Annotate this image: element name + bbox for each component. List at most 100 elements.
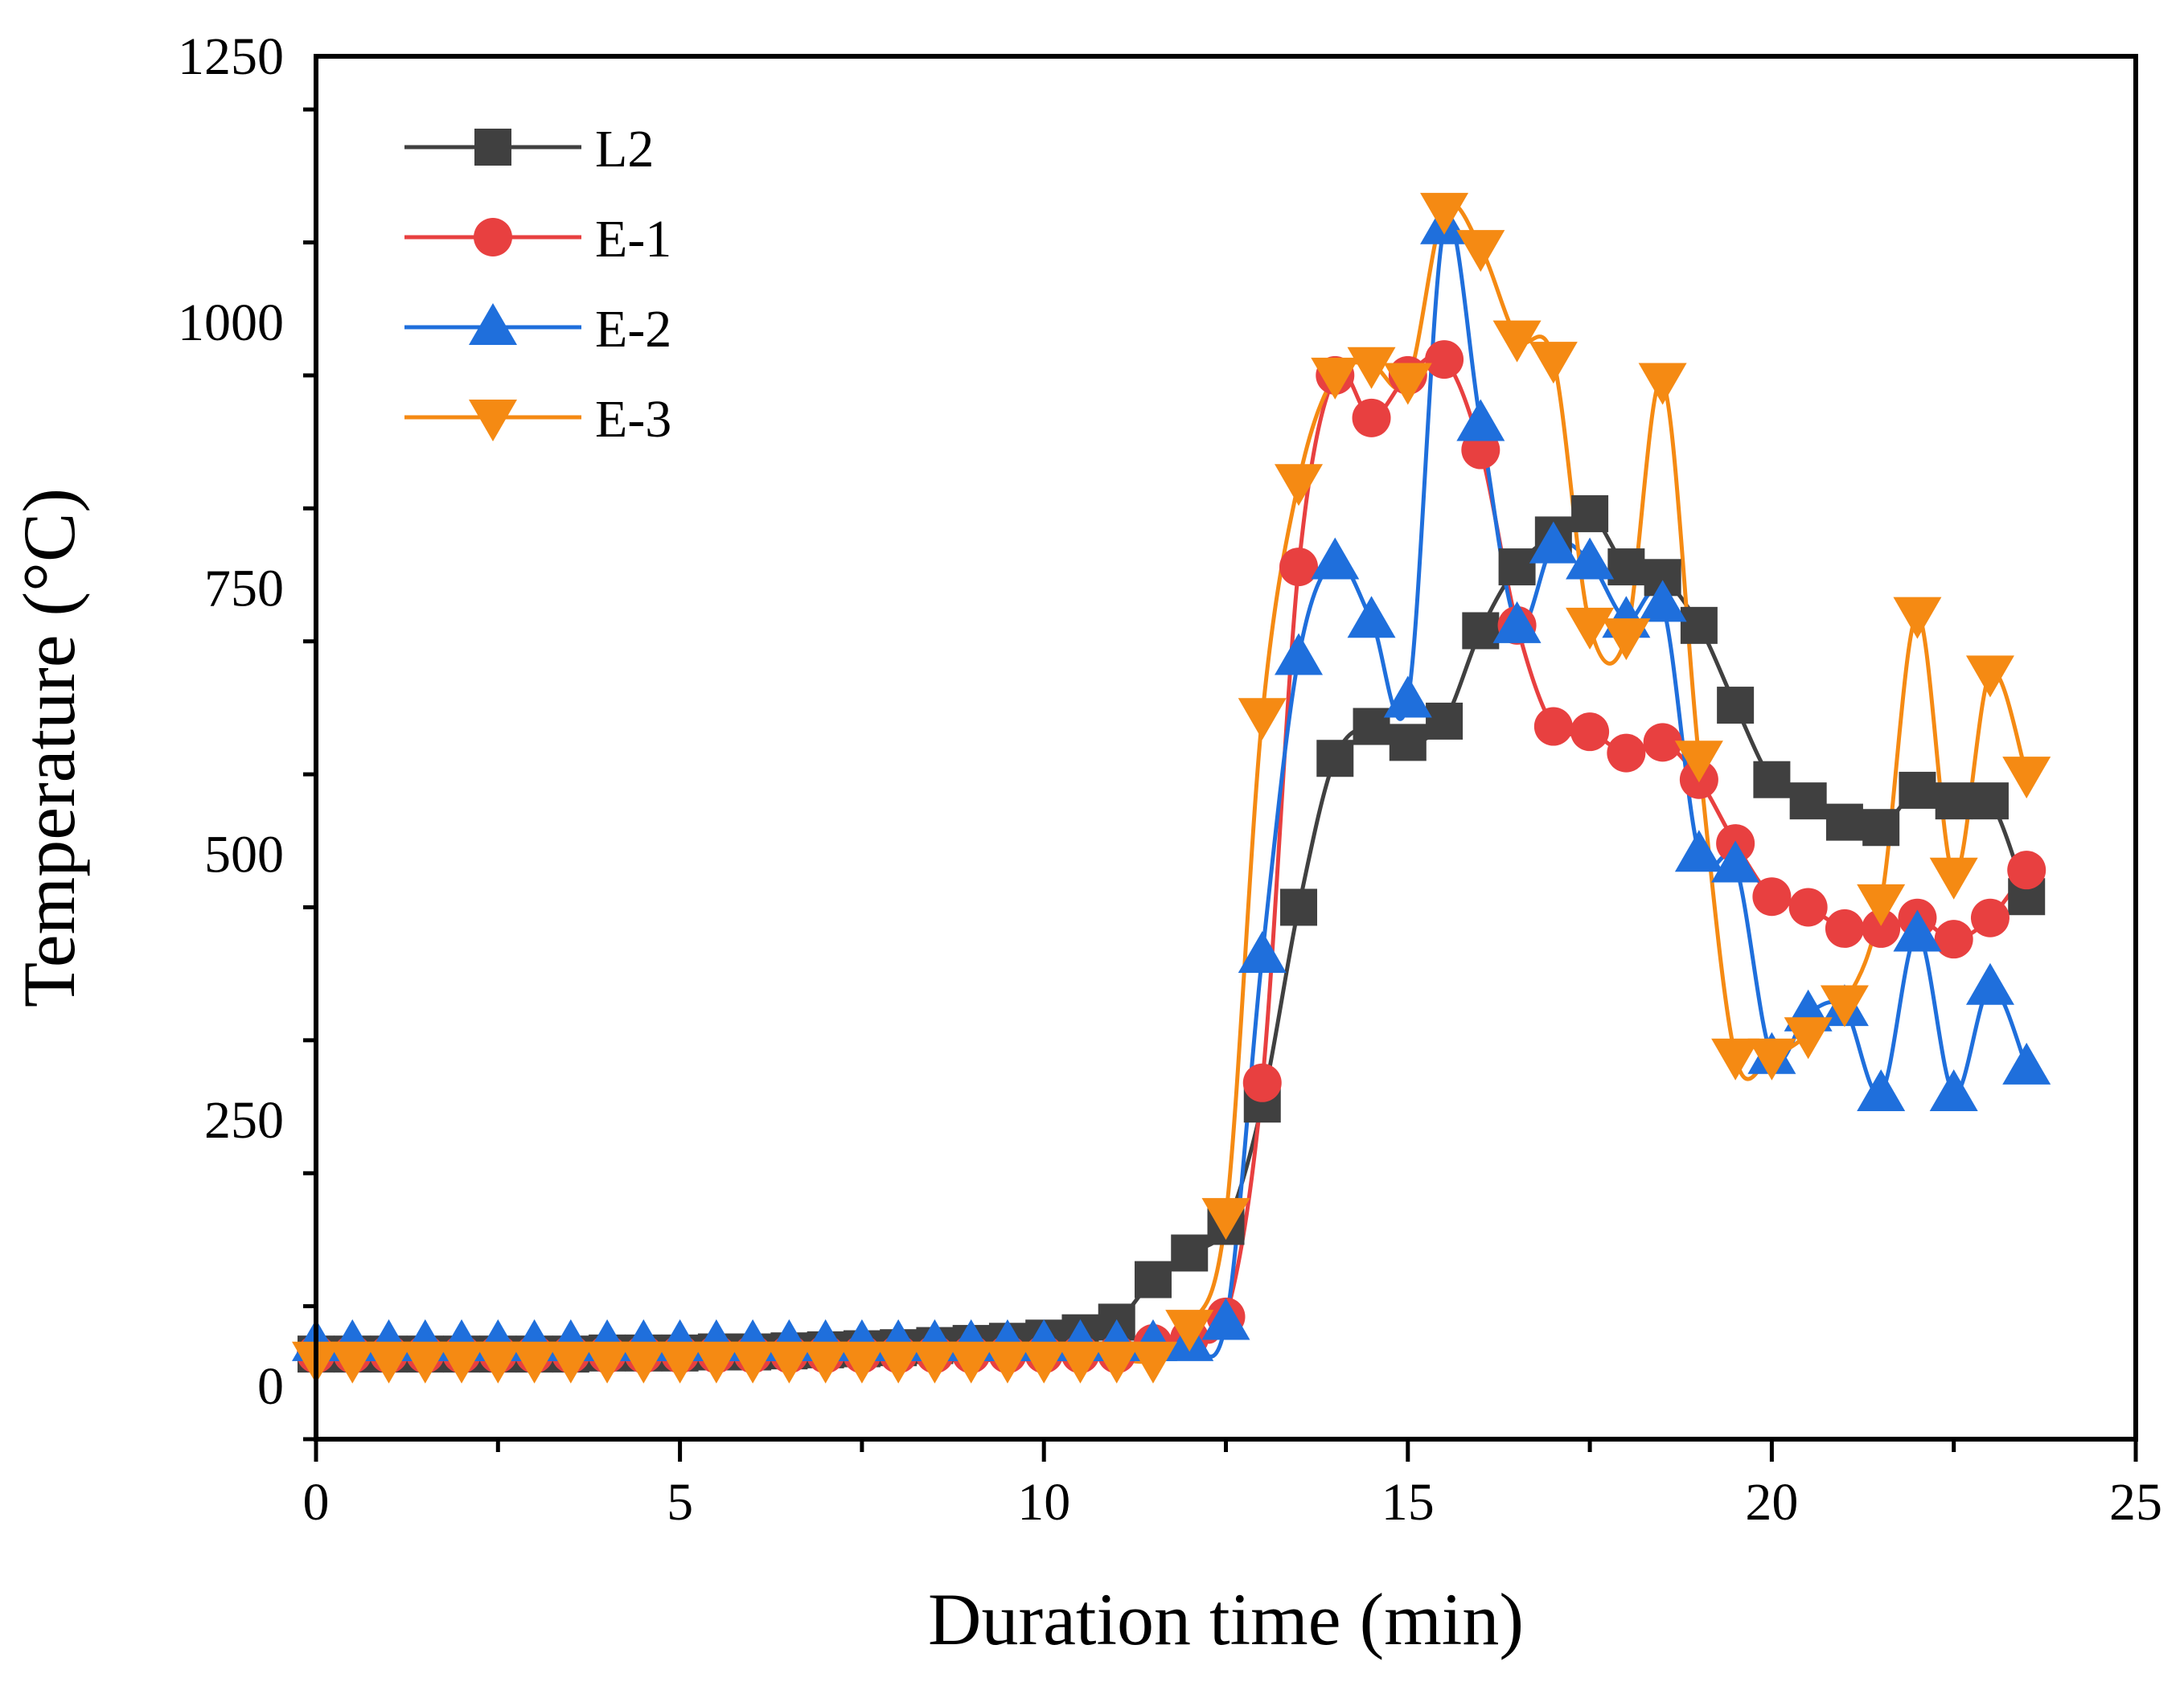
data-point-e-3: [1165, 1310, 1214, 1352]
data-point-l2: [1498, 548, 1536, 586]
data-point-e-2: [1674, 830, 1723, 872]
data-point-e-3: [1857, 884, 1906, 926]
data-point-e-1: [1788, 888, 1828, 927]
data-point-e-3: [1347, 347, 1396, 389]
data-point-e-3: [510, 1341, 559, 1384]
data-point-e-3: [983, 1341, 1032, 1384]
data-point-l2: [1316, 740, 1354, 777]
data-point-e-3: [1965, 655, 2014, 698]
data-point-l2: [1462, 612, 1500, 650]
data-point-e-1: [1607, 733, 1646, 773]
legend: L2 E-1 E-2 E-3: [404, 120, 671, 449]
data-point-e-3: [1929, 857, 1978, 900]
series-markers-e-3: [292, 192, 2051, 1384]
y-axis-title: Temperature (°C): [8, 488, 90, 1007]
data-point-e-2: [1275, 633, 1324, 675]
x-tick-label: 5: [667, 1473, 693, 1532]
series-line-l2: [316, 511, 2029, 1356]
data-point-e-3: [837, 1341, 886, 1384]
data-point-e-2: [1711, 840, 1760, 883]
data-point-l2: [1789, 782, 1827, 820]
data-point-e-3: [1747, 1038, 1796, 1081]
data-point-l2: [1680, 606, 1718, 644]
data-point-e-1: [1279, 548, 1319, 587]
data-point-l2: [1607, 548, 1645, 586]
data-point-l2: [1899, 771, 1936, 809]
data-point-e-2: [1929, 1069, 1978, 1111]
data-point-e-2: [1201, 1298, 1250, 1340]
data-point-e-2: [1311, 537, 1360, 580]
data-point-e-3: [729, 1341, 778, 1384]
data-point-e-3: [437, 1341, 486, 1384]
data-point-l2: [1134, 1261, 1172, 1298]
data-point-e-1: [1752, 877, 1792, 917]
data-point-e-3: [1638, 363, 1687, 405]
data-point-e-1: [1352, 398, 1391, 437]
data-point-e-1: [1825, 909, 1864, 948]
legend-item-l2: L2: [404, 120, 654, 178]
x-axis-title: Duration time (min): [928, 1578, 1524, 1660]
data-point-e-1: [1533, 707, 1573, 746]
y-axis: 0 250 500 750 1000 1250: [178, 27, 316, 1442]
data-point-e-3: [1456, 230, 1505, 273]
data-point-e-3: [946, 1341, 996, 1384]
data-point-e-3: [2002, 757, 2051, 799]
data-point-e-1: [1643, 723, 1682, 762]
y-tick-label: 500: [204, 825, 284, 884]
data-point-l2: [1280, 888, 1318, 926]
data-point-e-3: [1820, 985, 1869, 1028]
data-point-e-3: [874, 1341, 923, 1384]
x-tick-label: 10: [1017, 1473, 1070, 1532]
data-markers: [292, 192, 2051, 1384]
legend-item-e-1: E-1: [404, 210, 671, 269]
data-point-e-3: [1529, 342, 1578, 384]
data-point-e-3: [1238, 698, 1287, 740]
legend-label: E-1: [595, 210, 671, 269]
y-tick-label: 1250: [178, 27, 284, 86]
x-tick-label: 15: [1381, 1473, 1435, 1532]
legend-label: L2: [595, 120, 654, 178]
data-point-e-3: [619, 1341, 668, 1384]
data-point-e-3: [1711, 1038, 1760, 1081]
data-point-e-3: [1275, 464, 1324, 507]
data-point-e-1: [1570, 712, 1610, 752]
legend-marker-e-1: [474, 218, 512, 256]
data-point-e-3: [910, 1341, 959, 1384]
data-point-l2: [1353, 708, 1390, 745]
legend-label: E-2: [595, 300, 671, 359]
data-point-e-3: [474, 1341, 523, 1384]
y-tick-label: 750: [204, 560, 284, 618]
data-point-e-3: [1383, 363, 1432, 405]
data-point-e-3: [1311, 357, 1360, 400]
legend-item-e-2: E-2: [404, 300, 671, 359]
data-point-e-1: [2007, 851, 2046, 890]
data-point-e-3: [1566, 607, 1615, 650]
data-point-l2: [1717, 687, 1755, 724]
data-point-e-2: [1529, 521, 1578, 564]
data-point-e-3: [1128, 1341, 1177, 1384]
x-tick-label: 25: [2109, 1473, 2162, 1532]
y-tick-label: 0: [257, 1357, 284, 1416]
x-tick-label: 0: [303, 1473, 330, 1532]
data-point-e-3: [1602, 618, 1651, 661]
data-point-l2: [1862, 809, 1900, 847]
data-point-l2: [1389, 724, 1427, 761]
data-point-e-2: [1347, 596, 1396, 638]
data-point-e-3: [655, 1341, 704, 1384]
data-point-e-3: [1893, 597, 1942, 639]
data-point-l2: [1825, 803, 1863, 841]
data-point-l2: [1426, 702, 1464, 740]
data-point-e-2: [1893, 909, 1942, 952]
data-point-e-1: [1425, 340, 1464, 379]
legend-marker-l2: [474, 129, 511, 166]
data-point-e-3: [765, 1341, 814, 1384]
legend-marker-e-3: [469, 400, 517, 441]
data-point-e-3: [1056, 1341, 1105, 1384]
legend-label: E-3: [595, 390, 671, 449]
x-tick-label: 20: [1745, 1473, 1798, 1532]
data-point-e-2: [1492, 601, 1542, 643]
series-line-e-1: [316, 353, 2029, 1357]
data-point-e-3: [1020, 1341, 1069, 1384]
data-point-e-2: [1238, 931, 1287, 973]
